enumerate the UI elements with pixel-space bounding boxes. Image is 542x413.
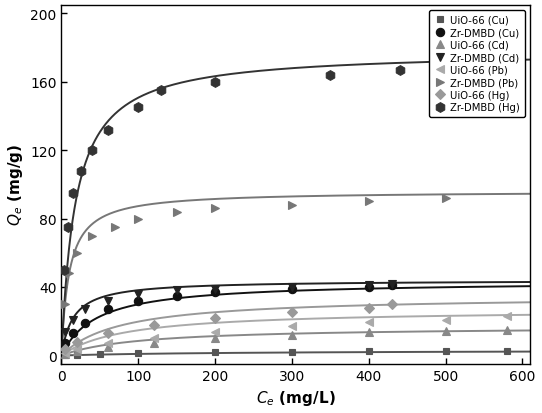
Zr-DMBD (Hg) <box>135 106 141 111</box>
UiO-66 (Cu) <box>135 351 141 356</box>
Zr-DMBD (Hg) <box>327 73 334 78</box>
UiO-66 (Cu) <box>74 352 80 357</box>
Line: Zr-DMBD (Cd): Zr-DMBD (Cd) <box>61 280 396 336</box>
UiO-66 (Hg) <box>389 302 395 307</box>
Zr-DMBD (Pb) <box>62 302 69 307</box>
Zr-DMBD (Hg) <box>61 268 67 273</box>
UiO-66 (Hg) <box>62 346 69 351</box>
Zr-DMBD (Cu) <box>173 293 180 298</box>
Zr-DMBD (Hg) <box>78 169 84 173</box>
Zr-DMBD (Cu) <box>135 299 141 304</box>
Zr-DMBD (Cd) <box>135 292 141 297</box>
Zr-DMBD (Cu) <box>365 285 372 290</box>
UiO-66 (Cd) <box>442 328 449 333</box>
Zr-DMBD (Cu) <box>70 331 76 336</box>
Zr-DMBD (Pb) <box>89 234 95 239</box>
Zr-DMBD (Cd) <box>81 307 88 312</box>
UiO-66 (Cd) <box>365 330 372 335</box>
UiO-66 (Pb) <box>151 336 157 341</box>
Zr-DMBD (Hg) <box>158 88 165 93</box>
UiO-66 (Cu) <box>212 350 218 355</box>
Zr-DMBD (Cd) <box>70 317 76 322</box>
Zr-DMBD (Cd) <box>365 283 372 288</box>
UiO-66 (Hg) <box>365 305 372 310</box>
UiO-66 (Pb) <box>74 346 80 351</box>
Zr-DMBD (Pb) <box>173 210 180 215</box>
Zr-DMBD (Pb) <box>66 271 73 276</box>
UiO-66 (Cu) <box>62 353 69 358</box>
Zr-DMBD (Pb) <box>212 206 218 211</box>
Zr-DMBD (Cu) <box>81 320 88 325</box>
UiO-66 (Cd) <box>74 349 80 354</box>
Zr-DMBD (Cd) <box>389 281 395 286</box>
Line: UiO-66 (Cu): UiO-66 (Cu) <box>62 347 511 359</box>
Zr-DMBD (Cu) <box>289 287 295 292</box>
Zr-DMBD (Cu) <box>104 307 111 312</box>
Zr-DMBD (Hg) <box>89 148 95 153</box>
Y-axis label: $Q_e$ (mg/g): $Q_e$ (mg/g) <box>5 144 24 226</box>
UiO-66 (Hg) <box>151 323 157 328</box>
UiO-66 (Hg) <box>289 310 295 315</box>
Zr-DMBD (Pb) <box>442 196 449 201</box>
Zr-DMBD (Cd) <box>289 285 295 290</box>
UiO-66 (Pb) <box>212 329 218 334</box>
UiO-66 (Pb) <box>365 320 372 325</box>
UiO-66 (Hg) <box>212 316 218 320</box>
UiO-66 (Cd) <box>62 351 69 356</box>
UiO-66 (Cd) <box>104 344 111 349</box>
Line: UiO-66 (Cd): UiO-66 (Cd) <box>61 326 511 358</box>
Zr-DMBD (Hg) <box>70 191 76 196</box>
Zr-DMBD (Cd) <box>173 288 180 293</box>
Zr-DMBD (Hg) <box>64 225 71 230</box>
Line: Zr-DMBD (Hg): Zr-DMBD (Hg) <box>59 66 404 275</box>
UiO-66 (Pb) <box>504 314 511 319</box>
UiO-66 (Cu) <box>96 351 103 356</box>
Zr-DMBD (Pb) <box>289 203 295 208</box>
UiO-66 (Cu) <box>365 349 372 354</box>
Zr-DMBD (Cu) <box>62 341 69 346</box>
Zr-DMBD (Cd) <box>104 299 111 304</box>
UiO-66 (Hg) <box>104 331 111 336</box>
UiO-66 (Cd) <box>504 328 511 332</box>
Zr-DMBD (Cd) <box>212 287 218 292</box>
Zr-DMBD (Pb) <box>365 199 372 204</box>
Line: Zr-DMBD (Cu): Zr-DMBD (Cu) <box>61 281 396 348</box>
Zr-DMBD (Pb) <box>112 225 119 230</box>
Zr-DMBD (Cd) <box>62 329 69 334</box>
Legend: UiO-66 (Cu), Zr-DMBD (Cu), UiO-66 (Cd), Zr-DMBD (Cd), UiO-66 (Pb), Zr-DMBD (Pb),: UiO-66 (Cu), Zr-DMBD (Cu), UiO-66 (Cd), … <box>429 10 525 118</box>
Line: UiO-66 (Hg): UiO-66 (Hg) <box>62 301 395 352</box>
UiO-66 (Cd) <box>212 336 218 341</box>
UiO-66 (Pb) <box>104 341 111 346</box>
Zr-DMBD (Hg) <box>104 128 111 133</box>
UiO-66 (Cu) <box>504 349 511 354</box>
UiO-66 (Pb) <box>62 351 69 356</box>
Zr-DMBD (Cu) <box>389 283 395 288</box>
Zr-DMBD (Hg) <box>396 68 403 73</box>
UiO-66 (Hg) <box>74 339 80 344</box>
Line: UiO-66 (Pb): UiO-66 (Pb) <box>61 312 511 357</box>
X-axis label: $C_e$ (mg/L): $C_e$ (mg/L) <box>256 389 335 408</box>
Zr-DMBD (Pb) <box>135 216 141 221</box>
UiO-66 (Cu) <box>289 349 295 354</box>
UiO-66 (Pb) <box>289 324 295 329</box>
UiO-66 (Cu) <box>442 349 449 354</box>
Line: Zr-DMBD (Pb): Zr-DMBD (Pb) <box>61 195 450 309</box>
UiO-66 (Cd) <box>289 332 295 337</box>
Zr-DMBD (Cu) <box>212 290 218 295</box>
Zr-DMBD (Hg) <box>212 80 218 85</box>
UiO-66 (Cd) <box>151 340 157 345</box>
UiO-66 (Pb) <box>442 317 449 322</box>
Zr-DMBD (Pb) <box>74 251 80 256</box>
